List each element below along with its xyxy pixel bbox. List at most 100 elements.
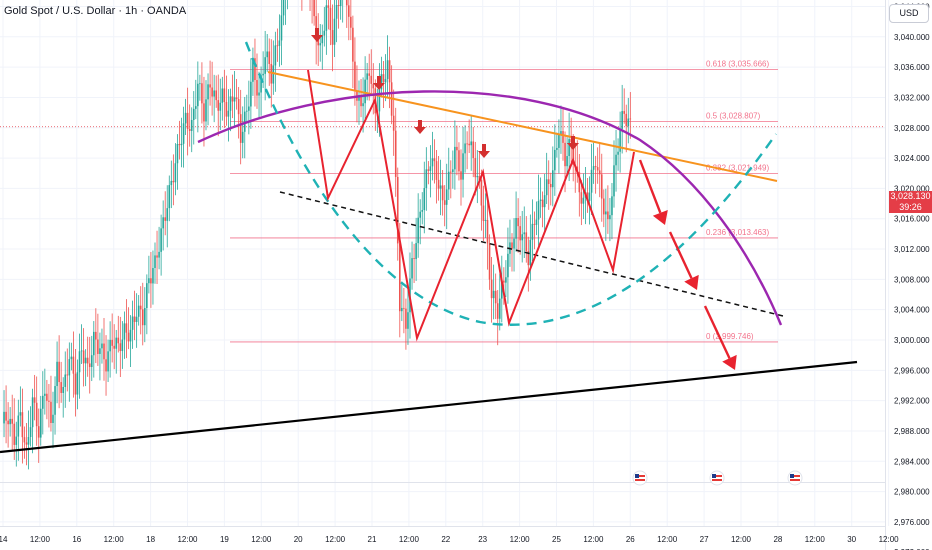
- candle-body: [494, 290, 497, 304]
- candle-body: [623, 111, 625, 114]
- y-tick-label: 3,024.000: [894, 154, 930, 163]
- event-icon[interactable]: [787, 470, 803, 486]
- y-tick-label: 3,036.000: [894, 63, 930, 72]
- candle-body: [68, 359, 71, 376]
- candle-body: [72, 356, 75, 374]
- x-tick-label: 20: [294, 535, 303, 544]
- candle-body: [425, 169, 428, 189]
- candle-body: [364, 79, 366, 104]
- x-tick-label: 12:00: [251, 535, 272, 544]
- candle-body: [580, 192, 583, 204]
- candle-body: [515, 218, 517, 239]
- arrow-head: [414, 127, 426, 134]
- candle-body: [125, 323, 128, 333]
- currency-button[interactable]: USD: [889, 4, 929, 23]
- candle-body: [466, 143, 468, 145]
- bar-countdown: 39:26: [899, 202, 922, 212]
- candle-body: [401, 307, 403, 312]
- candle-body: [464, 143, 466, 154]
- candle-body: [207, 84, 209, 100]
- candle-body: [35, 402, 38, 427]
- candle-body: [174, 163, 177, 183]
- forecast-arrow: [703, 305, 737, 370]
- candle-body: [323, 30, 326, 36]
- arrow-line: [703, 305, 731, 359]
- candle-body: [541, 199, 544, 208]
- candle-body: [262, 73, 264, 76]
- candle-body: [547, 179, 550, 184]
- candle-body: [211, 87, 213, 97]
- y-tick-label: 2,996.000: [894, 366, 930, 375]
- down-marker-arrow: [567, 136, 579, 150]
- candle-body: [186, 112, 189, 129]
- y-tick-label: 2,976.000: [894, 518, 930, 527]
- badge-stripe: [790, 475, 800, 477]
- candle-body: [507, 253, 509, 278]
- candle-body: [358, 95, 360, 101]
- candle-body: [5, 411, 7, 421]
- candle-body: [439, 185, 442, 189]
- candle-body: [523, 232, 526, 235]
- candle-body: [37, 426, 40, 438]
- candle-body: [335, 4, 338, 19]
- event-icon[interactable]: [632, 470, 648, 486]
- candle-body: [421, 210, 424, 212]
- y-tick-label: 2,984.000: [894, 457, 930, 466]
- candle-body: [619, 128, 621, 152]
- event-icon[interactable]: [709, 470, 725, 486]
- candle-body: [492, 290, 495, 299]
- candle-body: [556, 147, 558, 150]
- candle-body: [543, 195, 546, 208]
- forecast-arrow: [638, 159, 668, 225]
- x-tick-label: 12:00: [510, 535, 531, 544]
- x-tick-label: 19: [220, 535, 229, 544]
- candle-body: [468, 143, 470, 146]
- x-tick-label: 25: [552, 535, 561, 544]
- candle-body: [93, 331, 95, 356]
- candle-body: [164, 217, 166, 221]
- badge-canton: [712, 474, 716, 478]
- candle-body: [460, 171, 462, 180]
- grid-lines: [0, 0, 890, 526]
- candle-body: [166, 208, 169, 221]
- candle-body: [352, 27, 354, 62]
- candle-body: [48, 400, 50, 402]
- arrow-head: [373, 83, 385, 90]
- candle-body: [413, 258, 415, 260]
- candle-body: [17, 415, 20, 437]
- candle-body: [537, 200, 540, 220]
- projected-path: [307, 69, 635, 342]
- y-tick-label: 2,992.000: [894, 397, 930, 406]
- candle-body: [621, 111, 623, 129]
- candle-body: [115, 337, 118, 349]
- candle-body: [452, 169, 454, 173]
- candle-body: [21, 412, 24, 438]
- candle-body: [144, 308, 146, 326]
- candle-body: [139, 305, 142, 310]
- candle-body: [60, 382, 62, 393]
- candle-body: [172, 180, 175, 183]
- candle-body: [260, 75, 262, 93]
- candle-body: [382, 74, 385, 83]
- candle-body: [162, 217, 164, 229]
- candle-body: [25, 442, 28, 445]
- candle-body: [503, 280, 505, 283]
- candle-body: [433, 158, 436, 162]
- candle-body: [80, 350, 83, 352]
- candle-body: [223, 88, 226, 103]
- candle-body: [239, 114, 242, 143]
- candle-body: [113, 345, 115, 349]
- candle-body: [52, 414, 54, 424]
- y-tick-label: 3,016.000: [894, 215, 930, 224]
- candle-body: [484, 219, 487, 221]
- candle-body: [180, 143, 183, 146]
- candle-body: [248, 106, 250, 111]
- candle-body: [266, 51, 268, 58]
- candle-body: [188, 128, 191, 131]
- x-tick-label: 21: [368, 535, 377, 544]
- candle-body: [629, 118, 632, 120]
- candle-body: [488, 243, 491, 280]
- candle-body: [15, 436, 18, 445]
- fibonacci-retracement: 1 (3,057.869)0.786 (3,045.430)0.618 (3,0…: [0, 60, 885, 343]
